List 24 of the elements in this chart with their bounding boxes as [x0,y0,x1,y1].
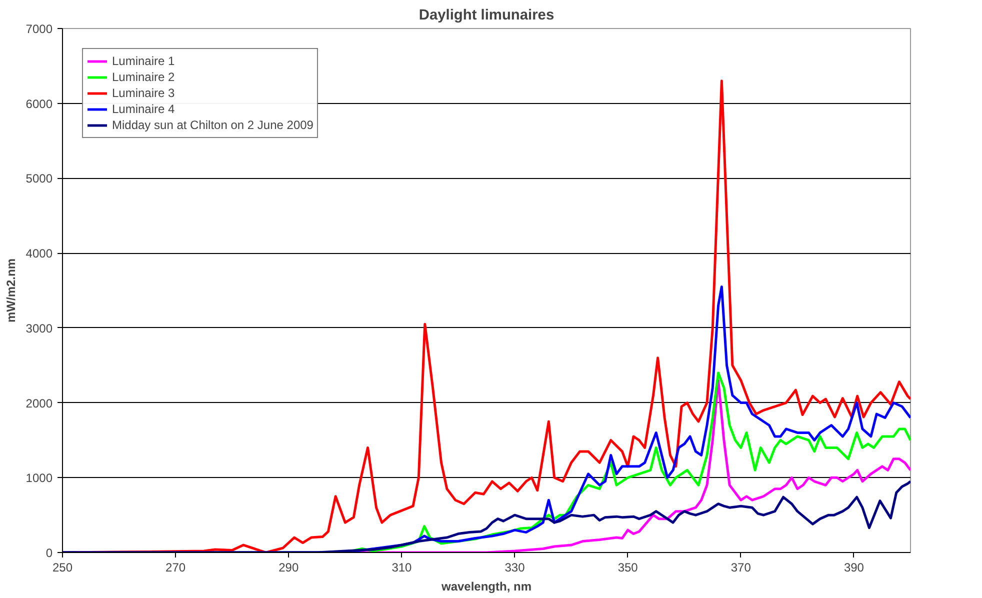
x-tick-label: 350 [618,560,638,574]
x-tick-label: 270 [166,560,186,574]
y-tick-label: 1000 [26,471,53,486]
legend-label: Midday sun at Chilton on 2 June 2009 [112,117,314,133]
y-tick-label: 4000 [26,246,53,261]
y-axis-title: mW/m2.nm [4,258,18,323]
x-tick-label: 370 [730,560,752,574]
y-tick-label: 3000 [26,321,53,336]
y-tick-label: 0 [46,546,53,560]
legend-label: Luminaire 1 [112,53,175,69]
y-tick-label: 7000 [26,22,53,36]
legend-label: Luminaire 3 [112,85,175,101]
y-tick-label: 6000 [26,96,53,111]
y-tick-label: 5000 [26,172,53,186]
x-tick-label: 390 [844,560,864,574]
x-tick-label: 250 [52,560,73,574]
x-tick-label: 290 [278,560,299,574]
legend-label: Luminaire 4 [112,101,175,117]
y-tick-label: 2000 [26,396,53,410]
legend-label: Luminaire 2 [112,69,175,85]
x-tick-label: 330 [504,560,526,574]
chart-title: Daylight limunaires [418,8,554,24]
x-axis-title: wavelength, nm [440,580,532,594]
x-tick-label: 310 [392,560,412,574]
